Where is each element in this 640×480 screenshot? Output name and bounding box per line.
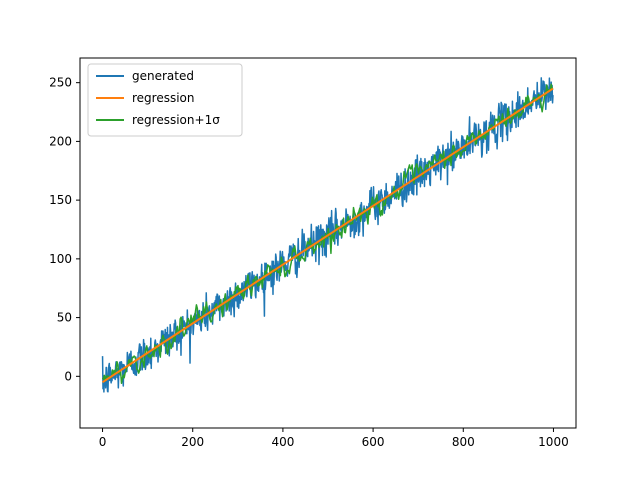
x-tick-label: 1000	[538, 435, 569, 449]
x-tick-label: 200	[181, 435, 204, 449]
line-regression	[101, 87, 554, 384]
line-regression-plus-sigma	[101, 83, 554, 385]
x-tick-label: 800	[452, 435, 475, 449]
plot-area	[101, 77, 554, 393]
axes-frame	[79, 57, 577, 429]
y-tick-label: 50	[57, 311, 72, 325]
y-tick-label: 100	[49, 252, 72, 266]
x-axis: 0 200 400 600 800 1000	[99, 428, 569, 449]
legend-label-generated: generated	[132, 69, 194, 83]
y-axis: 0 50 100 150 200 250	[49, 76, 80, 383]
y-tick-label: 150	[49, 193, 72, 207]
legend-label-regression: regression	[132, 91, 195, 105]
series-regression	[101, 87, 554, 384]
y-tick-label: 200	[49, 134, 72, 148]
x-tick-label: 400	[271, 435, 294, 449]
x-tick-label: 600	[362, 435, 385, 449]
legend-label-regression-sigma: regression+1σ	[132, 113, 220, 127]
legend-box	[87, 63, 243, 137]
series-regression-plus-sigma	[101, 83, 554, 385]
y-tick-label: 0	[64, 369, 72, 383]
x-tick-label: 0	[99, 435, 107, 449]
legend: generated regression regression+1σ	[87, 63, 243, 137]
y-tick-label: 250	[49, 76, 72, 90]
